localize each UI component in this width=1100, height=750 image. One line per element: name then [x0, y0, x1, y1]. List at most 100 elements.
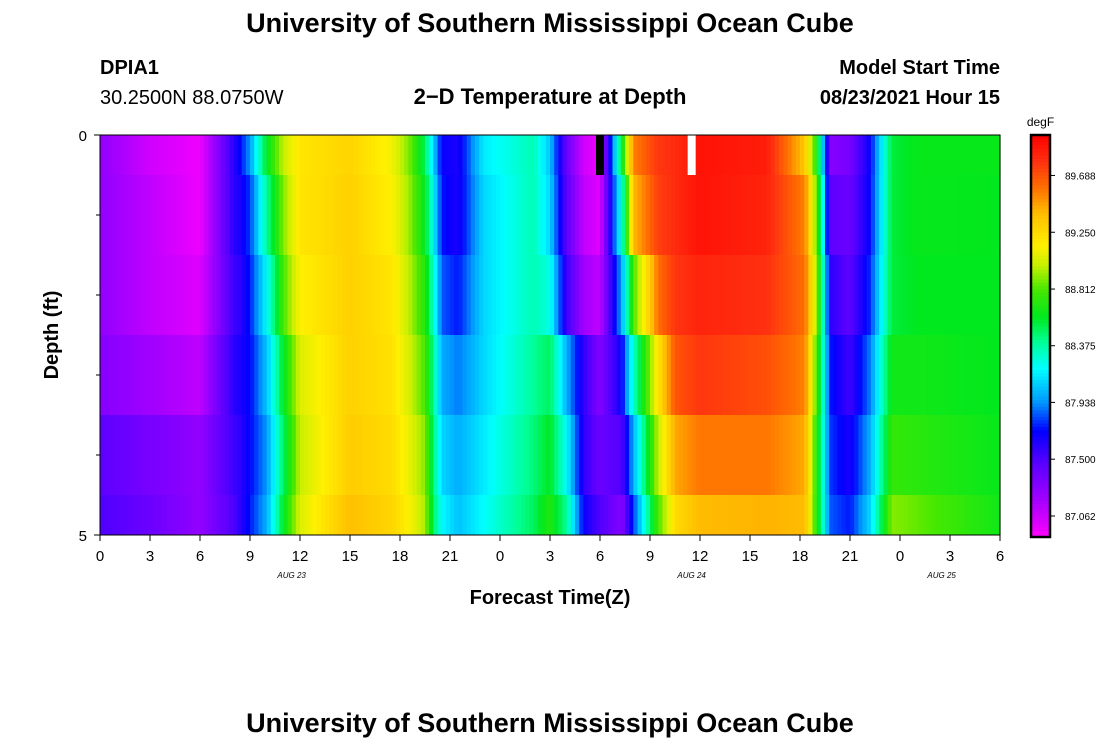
heatmap-cell: [983, 175, 989, 256]
heatmap-cell: [129, 495, 134, 536]
heatmap-cell: [441, 415, 447, 496]
heatmap-cells: [100, 135, 1001, 536]
heatmap-cell: [812, 135, 818, 176]
colorbar-segment: [1031, 392, 1050, 397]
colorbar-segment: [1031, 161, 1050, 166]
heatmap-cell: [379, 175, 384, 256]
heatmap-cell: [829, 255, 834, 336]
heatmap-cell: [583, 415, 589, 496]
colorbar-segment: [1031, 319, 1050, 324]
heatmap-cell: [362, 415, 368, 496]
heatmap-cell: [337, 335, 343, 416]
heatmap-cell: [520, 335, 526, 416]
heatmap-cell: [133, 335, 139, 416]
heatmap-cell: [487, 415, 493, 496]
heatmap-cell: [275, 335, 280, 416]
heatmap-cell: [362, 255, 368, 336]
heatmap-cell: [837, 135, 843, 176]
heatmap-cell: [345, 415, 351, 496]
heatmap-cell: [716, 415, 722, 496]
heatmap-cell: [600, 415, 605, 496]
heatmap-cell: [154, 335, 159, 416]
heatmap-cell: [866, 415, 872, 496]
heatmap-cell: [545, 415, 551, 496]
x-tick-label: 15: [742, 548, 759, 565]
heatmap-cell: [100, 335, 105, 416]
heatmap-cell: [887, 255, 893, 336]
colorbar-segment: [1031, 399, 1050, 404]
heatmap-cell: [525, 415, 530, 496]
heatmap-cell: [150, 135, 155, 176]
heatmap-cell: [766, 335, 772, 416]
heatmap-cell: [316, 495, 322, 536]
heatmap-cell: [108, 415, 114, 496]
heatmap-cell: [533, 135, 539, 176]
heatmap-cell: [995, 255, 1001, 336]
heatmap-cell: [583, 335, 589, 416]
heatmap-cell: [383, 415, 389, 496]
heatmap-cell: [691, 415, 697, 496]
heatmap-cell: [783, 415, 789, 496]
colorbar-segment: [1031, 265, 1050, 270]
heatmap-cell: [270, 175, 276, 256]
heatmap-cell: [187, 255, 193, 336]
colorbar-segment: [1031, 285, 1050, 290]
heatmap-cell: [466, 415, 472, 496]
heatmap-cell: [441, 135, 447, 176]
heatmap-cell: [308, 495, 314, 536]
heatmap-cell: [725, 135, 730, 176]
heatmap-cell: [287, 415, 293, 496]
heatmap-cell: [275, 495, 280, 536]
heatmap-cell: [254, 495, 259, 536]
heatmap-cell: [791, 495, 797, 536]
heatmap-cell: [295, 175, 301, 256]
heatmap-cell: [608, 495, 614, 536]
heatmap-cell: [208, 495, 214, 536]
heatmap-cell: [308, 255, 314, 336]
heatmap-cell: [208, 415, 214, 496]
heatmap-cell: [237, 255, 243, 336]
heatmap-cell: [291, 495, 297, 536]
heatmap-cell: [191, 175, 197, 256]
heatmap-cell: [325, 415, 330, 496]
heatmap-cell: [750, 255, 755, 336]
heatmap-cell: [554, 175, 559, 256]
plot-title: 2−D Temperature at Depth: [413, 84, 687, 109]
heatmap-cell: [529, 135, 534, 176]
heatmap-cell: [575, 495, 580, 536]
heatmap-cell: [300, 175, 305, 256]
heatmap-cell: [150, 335, 155, 416]
heatmap-cell: [554, 335, 559, 416]
heatmap-cell: [358, 175, 364, 256]
heatmap-cell: [604, 135, 609, 176]
heatmap-cell: [854, 415, 859, 496]
heatmap-cell: [316, 335, 322, 416]
heatmap-cell: [704, 335, 709, 416]
colorbar-segment: [1031, 342, 1050, 347]
heatmap-cell: [412, 335, 418, 416]
heatmap-cell: [720, 415, 726, 496]
heatmap-cell: [504, 175, 509, 256]
heatmap-cell: [454, 335, 459, 416]
heatmap-cell: [262, 415, 268, 496]
heatmap-cell: [500, 135, 505, 176]
heatmap-cell: [520, 135, 526, 176]
heatmap-cell: [466, 335, 472, 416]
heatmap-cell: [454, 495, 459, 536]
heatmap-cell: [337, 255, 343, 336]
heatmap-cell: [704, 175, 709, 256]
heatmap-cell: [925, 415, 930, 496]
heatmap-cell: [525, 495, 530, 536]
heatmap-cell: [766, 135, 772, 176]
heatmap-cell: [162, 135, 168, 176]
heatmap-cell: [604, 175, 609, 256]
heatmap-cell: [612, 415, 618, 496]
heatmap-cell: [591, 135, 597, 176]
heatmap-cell: [187, 335, 193, 416]
heatmap-cell: [737, 335, 743, 416]
heatmap-cell: [204, 415, 209, 496]
colorbar-segment: [1031, 446, 1050, 451]
heatmap-cell: [520, 495, 526, 536]
heatmap-cell: [654, 135, 659, 176]
colorbar-segment: [1031, 289, 1050, 293]
